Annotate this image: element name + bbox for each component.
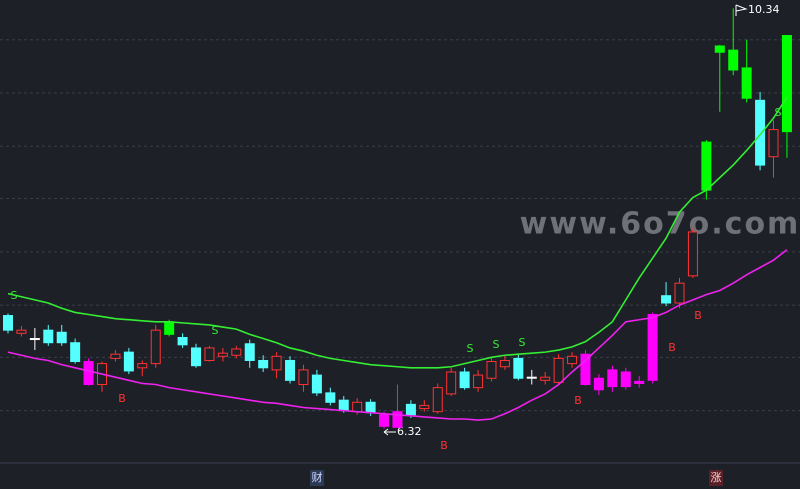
candle-body [647,314,658,381]
candle-body [217,352,228,357]
candle-body [379,414,390,427]
candle-body [325,392,336,403]
watermark: www.6o7o.com [520,207,800,242]
candle-body [352,401,363,413]
marker-box [709,470,723,486]
candle-body [580,353,591,386]
candle-body [768,129,779,158]
line [7,249,788,421]
candle-body [446,371,457,395]
candle-body [741,67,752,99]
candle-body [164,321,175,335]
candle-body [620,371,631,388]
candle-body [204,347,215,361]
candle-body [150,329,161,365]
signal-b: B [668,341,676,354]
signal-b: B [574,394,582,407]
low-label: 6.32 [397,425,422,438]
high-flag [735,4,748,16]
candle-body [83,361,94,386]
signal-s: S [467,342,474,355]
candle-body [405,403,416,416]
candle-body [540,376,551,381]
candle-body [392,411,403,428]
signal-s: S [493,338,500,351]
candle-body [298,369,309,386]
candle-body [661,295,672,304]
candle-body [56,331,67,344]
candle-body [244,343,255,361]
candle-body [365,401,376,414]
candle-body [553,357,564,383]
marker: 财 [312,470,323,484]
candle-body [567,355,578,365]
candle-body [311,374,322,394]
candle-body [499,359,510,368]
signal-s: S [519,336,526,349]
candle-body [191,347,202,367]
candle-body [258,359,269,369]
candle-body [16,329,27,334]
candle-body [3,315,13,331]
candle-body [43,329,54,344]
candle-body [177,336,188,346]
candle-body [781,35,792,133]
candle-body [607,369,618,388]
line [7,96,788,369]
candle-body [728,49,739,71]
candle-body [486,361,497,379]
high-label: 10.34 [748,3,780,16]
candle-body [755,99,766,166]
candle-body [593,377,604,391]
candle-body [714,45,725,53]
candle-body [459,371,470,389]
signal-b: B [694,309,702,322]
candle-body [687,231,698,277]
signal-b: B [440,439,448,452]
candle-body [526,376,537,379]
candle-body [674,282,685,304]
candle-body [29,338,40,341]
marker: 涨 [711,471,722,484]
candle-body [285,359,296,381]
candle-body [231,348,242,356]
candle-body [123,351,134,372]
candle-body [137,363,148,369]
candle-body [110,353,121,359]
candle-body [419,404,430,410]
candle-body [634,380,645,384]
candle-body [432,387,443,413]
candle-body [513,357,524,379]
signal-s: S [212,324,219,337]
low-arrow [383,428,396,436]
candle-body [473,374,484,389]
marker-box [310,470,324,486]
candle-body [70,342,81,363]
candle-body [338,399,349,412]
candle-body [271,355,282,371]
signal-b: B [118,392,126,405]
candle-body [701,141,712,191]
